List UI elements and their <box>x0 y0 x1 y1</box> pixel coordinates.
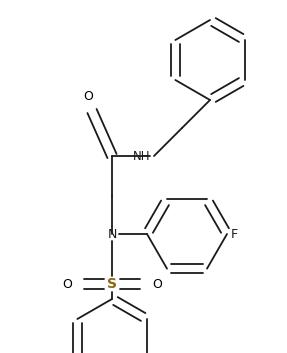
Text: NH: NH <box>133 150 150 162</box>
Text: S: S <box>107 277 117 291</box>
Text: F: F <box>231 227 238 240</box>
Text: N: N <box>107 227 117 240</box>
Text: O: O <box>152 277 162 291</box>
Text: O: O <box>83 90 93 103</box>
Text: O: O <box>62 277 72 291</box>
